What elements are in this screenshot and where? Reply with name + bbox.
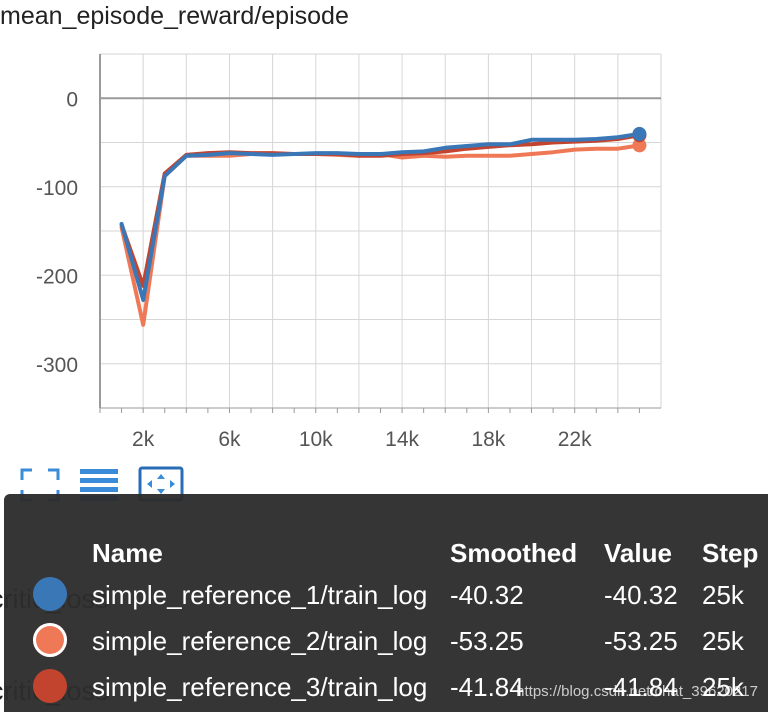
y-tick-label: -200 <box>36 265 78 288</box>
x-tick-label: 10k <box>299 428 333 451</box>
series-line <box>119 143 642 327</box>
tooltip-panel: Name Smoothed Value Step simple_referenc… <box>4 494 768 712</box>
row-name: simple_reference_1/train_log <box>92 580 428 610</box>
x-tick-label: 6k <box>218 428 241 451</box>
row-smoothed: -40.32 <box>450 580 524 610</box>
row-value: -53.25 <box>604 626 678 656</box>
row-value: -41.84 <box>604 672 678 702</box>
row-name: simple_reference_3/train_log <box>92 672 428 702</box>
series-line <box>119 131 642 302</box>
series-color-dot <box>33 669 67 703</box>
y-tick-label: -100 <box>36 177 78 200</box>
x-tick-label: 22k <box>558 428 592 451</box>
y-tick-label: 0 <box>66 88 78 111</box>
series-end-point <box>632 138 647 153</box>
series-end-point <box>632 126 647 141</box>
header-smoothed: Smoothed <box>450 538 578 568</box>
series-color-dot <box>33 577 67 611</box>
row-value: -40.32 <box>604 580 678 610</box>
x-tick-label: 14k <box>385 428 419 451</box>
row-smoothed: -53.25 <box>450 626 524 656</box>
row-step: 25k <box>702 672 744 702</box>
x-tick-label: 2k <box>132 428 155 451</box>
header-name: Name <box>92 538 163 568</box>
y-tick-label: -300 <box>36 354 78 377</box>
watermark: https://blog.csdn.net/chat_39620217 <box>516 683 758 700</box>
chart-title: mean_episode_reward/episode <box>0 2 349 30</box>
line-chart: 0 -100 -200 -300 2k 6k 10k 14k 18k 22k <box>36 53 662 451</box>
fullscreen-icon <box>20 468 60 502</box>
header-step: Step <box>702 538 759 568</box>
x-tick-label: 18k <box>471 428 505 451</box>
header-value: Value <box>604 538 672 568</box>
series-line <box>119 133 642 288</box>
row-name: simple_reference_2/train_log <box>92 626 428 656</box>
row-smoothed: -41.84 <box>450 672 524 702</box>
row-step: 25k <box>702 626 744 656</box>
fullscreen-button[interactable] <box>18 466 62 504</box>
row-step: 25k <box>702 580 744 610</box>
series-color-dot <box>33 623 67 657</box>
